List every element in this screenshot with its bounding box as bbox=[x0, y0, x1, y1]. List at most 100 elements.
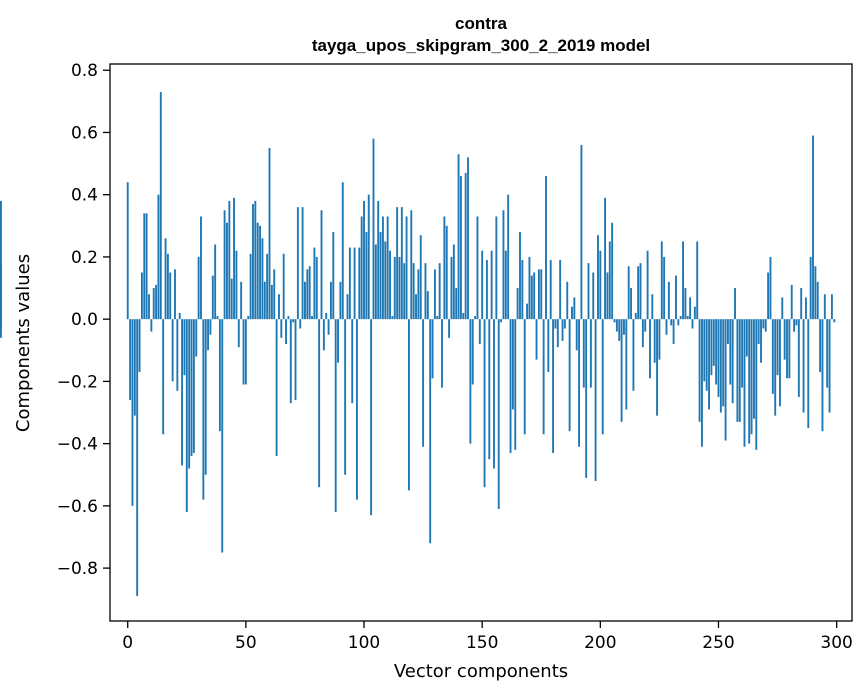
bar bbox=[537, 269, 540, 320]
bar bbox=[230, 278, 233, 320]
bar bbox=[634, 312, 637, 320]
bar bbox=[252, 204, 254, 320]
bar bbox=[459, 176, 462, 320]
bar bbox=[467, 157, 469, 320]
x-tick-label: 100 bbox=[348, 633, 380, 653]
bar bbox=[299, 319, 302, 329]
bar bbox=[743, 319, 746, 447]
bar bbox=[202, 319, 205, 500]
bar bbox=[790, 284, 793, 320]
bar bbox=[363, 200, 365, 320]
bar bbox=[270, 284, 273, 320]
bar bbox=[263, 281, 266, 320]
bar bbox=[431, 319, 434, 379]
bar bbox=[478, 319, 481, 345]
bar bbox=[653, 319, 656, 363]
bar bbox=[457, 154, 460, 320]
bar bbox=[549, 260, 552, 320]
bar bbox=[407, 319, 410, 491]
bar bbox=[828, 319, 831, 413]
bar bbox=[445, 225, 448, 320]
bar bbox=[741, 319, 744, 388]
bar bbox=[637, 266, 640, 320]
bar bbox=[403, 263, 406, 320]
bar bbox=[613, 319, 616, 323]
bar bbox=[381, 216, 384, 320]
bar bbox=[493, 319, 495, 469]
bar bbox=[731, 319, 734, 404]
bar bbox=[471, 319, 474, 385]
bar bbox=[833, 319, 836, 323]
chart-title: contra bbox=[455, 14, 508, 33]
bar bbox=[140, 272, 143, 320]
bar bbox=[552, 319, 555, 453]
bar bbox=[672, 319, 675, 345]
bar bbox=[667, 281, 670, 320]
bar bbox=[334, 319, 337, 513]
y-axis-label: Components values bbox=[13, 254, 34, 432]
bar bbox=[646, 250, 649, 320]
bar bbox=[344, 319, 347, 475]
bar bbox=[530, 275, 533, 320]
bar bbox=[400, 207, 403, 320]
y-tick-label: 0.8 bbox=[71, 61, 98, 81]
bar bbox=[696, 241, 699, 320]
y-tick-label: −0.8 bbox=[57, 559, 98, 579]
bar bbox=[185, 319, 188, 513]
bar bbox=[339, 281, 342, 320]
bar bbox=[164, 238, 167, 320]
bar bbox=[663, 256, 666, 320]
bar bbox=[337, 319, 339, 363]
bar bbox=[296, 207, 299, 320]
bar bbox=[308, 266, 311, 320]
bar bbox=[320, 210, 323, 320]
bar bbox=[204, 319, 207, 475]
bar bbox=[292, 319, 295, 323]
bar bbox=[422, 319, 425, 447]
bar bbox=[644, 319, 647, 332]
bar bbox=[760, 319, 762, 363]
bar bbox=[516, 288, 519, 320]
bar bbox=[273, 269, 276, 320]
bar bbox=[348, 247, 351, 320]
bar bbox=[419, 235, 422, 320]
bar bbox=[360, 216, 363, 320]
bar bbox=[738, 319, 741, 422]
bar bbox=[630, 288, 632, 320]
bar bbox=[358, 247, 361, 320]
bar bbox=[242, 319, 245, 385]
bar bbox=[150, 319, 153, 332]
bar bbox=[701, 319, 703, 447]
bar bbox=[481, 250, 484, 320]
bar bbox=[823, 294, 826, 320]
bar bbox=[533, 272, 536, 320]
bar bbox=[441, 319, 443, 388]
bar bbox=[311, 316, 313, 320]
bar bbox=[410, 210, 413, 320]
bar bbox=[306, 269, 309, 320]
bar bbox=[129, 319, 132, 401]
bar bbox=[197, 256, 200, 320]
y-tick-label: 0.6 bbox=[71, 123, 98, 143]
bar bbox=[540, 269, 543, 320]
bar bbox=[157, 194, 160, 320]
x-tick-label: 200 bbox=[584, 633, 616, 653]
bar bbox=[485, 260, 488, 320]
bar bbox=[821, 319, 824, 432]
bar bbox=[148, 294, 150, 320]
bar bbox=[332, 232, 335, 320]
bar bbox=[745, 319, 748, 357]
bar bbox=[346, 294, 349, 320]
x-tick-label: 150 bbox=[466, 633, 498, 653]
bar bbox=[519, 232, 521, 320]
bar bbox=[448, 319, 451, 338]
bar bbox=[497, 319, 500, 509]
bar bbox=[256, 222, 259, 320]
bar bbox=[351, 319, 354, 404]
bar bbox=[0, 263, 2, 320]
bar bbox=[693, 306, 696, 320]
bar bbox=[511, 319, 514, 410]
bar bbox=[736, 319, 739, 422]
bar bbox=[504, 250, 507, 320]
